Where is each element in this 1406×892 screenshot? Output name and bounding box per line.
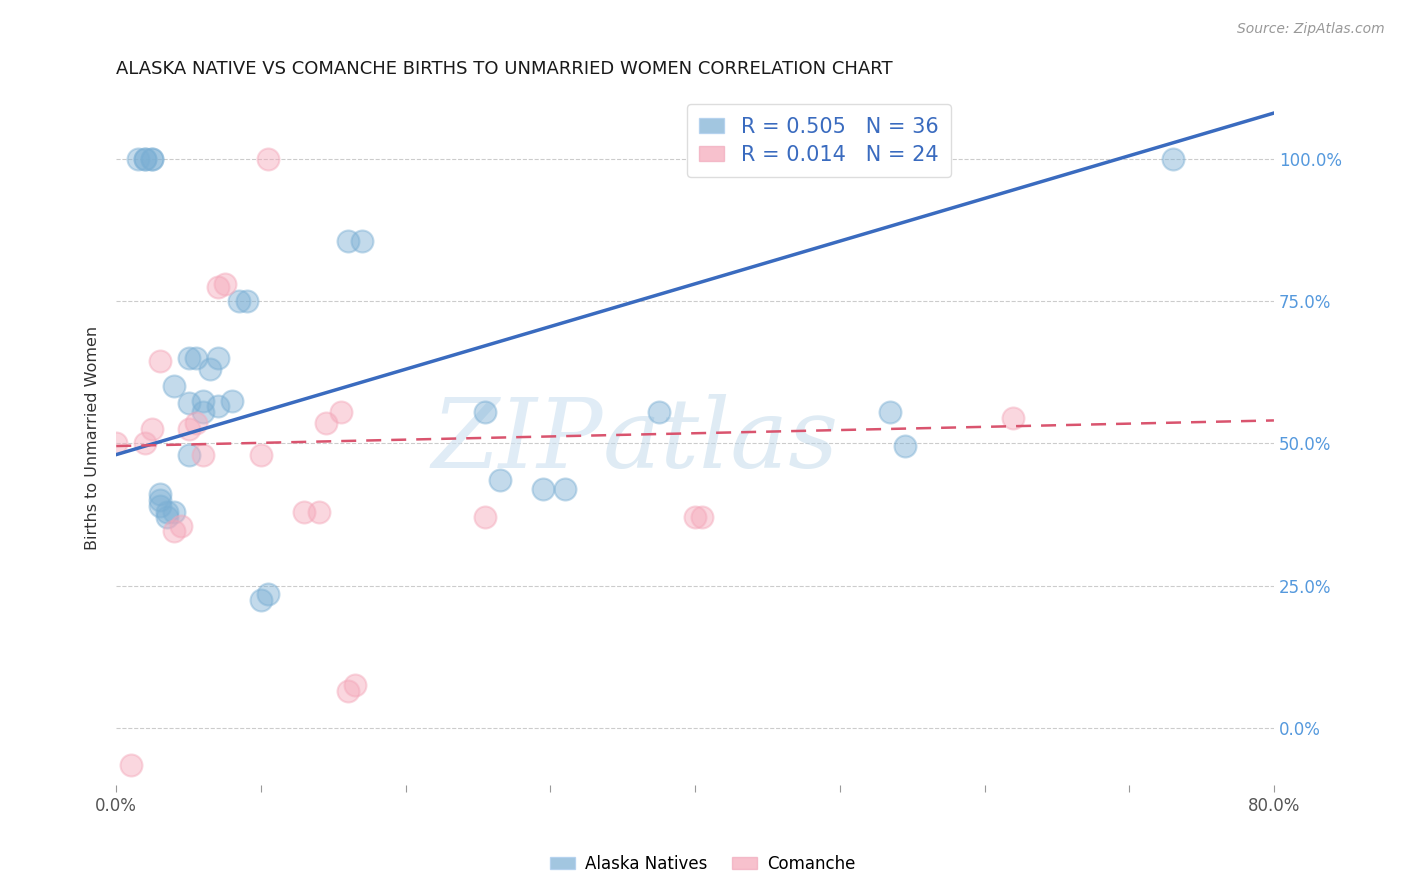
Point [191,405,214,419]
Point [315,417,337,431]
Point [228,293,250,308]
Point [141,152,163,166]
Text: ALASKA NATIVE VS COMANCHE BIRTHS TO UNMARRIED WOMEN CORRELATION CHART: ALASKA NATIVE VS COMANCHE BIRTHS TO UNMA… [117,60,893,78]
Point [120,757,142,772]
Point [250,592,273,607]
Point [134,152,156,166]
Point [1002,410,1025,425]
Point [683,510,706,524]
Point [149,493,172,508]
Point [163,379,186,393]
Point [648,405,671,419]
Point [250,448,273,462]
Point [894,439,917,453]
Point [474,405,496,419]
Point [474,510,496,524]
Point [1161,152,1184,166]
Point [156,510,179,524]
Point [488,473,510,487]
Point [200,362,222,376]
Point [292,504,315,518]
Point [170,518,193,533]
Point [177,351,200,365]
Point [184,417,207,431]
Point [308,504,330,518]
Point [149,499,172,513]
Text: ZIP: ZIP [432,394,603,488]
Point [329,405,352,419]
Point [141,422,163,436]
Point [207,399,229,413]
Point [352,234,374,248]
Point [149,487,172,501]
Point [163,504,186,518]
Point [554,482,576,496]
Text: atlas: atlas [603,394,838,488]
Point [141,152,163,166]
Legend: R = 0.505   N = 36, R = 0.014   N = 24: R = 0.505 N = 36, R = 0.014 N = 24 [686,104,950,178]
Point [531,482,554,496]
Point [692,510,714,524]
Point [207,279,229,293]
Point [163,524,186,539]
Point [177,422,200,436]
Point [127,152,149,166]
Point [134,152,156,166]
Point [105,436,128,450]
Point [336,683,359,698]
Point [257,152,280,166]
Legend: Alaska Natives, Comanche: Alaska Natives, Comanche [544,848,862,880]
Y-axis label: Births to Unmarried Women: Births to Unmarried Women [86,326,100,549]
Point [344,678,367,692]
Point [177,396,200,410]
Point [336,234,359,248]
Point [149,353,172,368]
Point [191,393,214,408]
Point [879,405,901,419]
Text: Source: ZipAtlas.com: Source: ZipAtlas.com [1237,22,1385,37]
Point [191,448,214,462]
Point [235,293,257,308]
Point [134,436,156,450]
Point [156,504,179,518]
Point [257,587,280,601]
Point [221,393,243,408]
Point [214,277,236,291]
Point [207,351,229,365]
Point [184,351,207,365]
Point [177,448,200,462]
